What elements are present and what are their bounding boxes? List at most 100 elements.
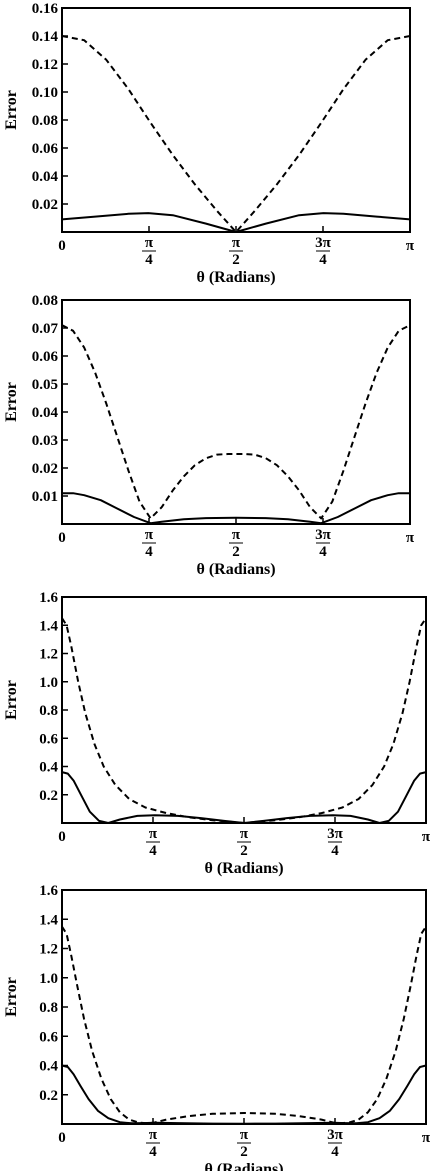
y-tick-label: 0.4 [39, 760, 58, 776]
x-tick-numerator: 3π [315, 235, 332, 251]
series-dashed-line [61, 926, 427, 1125]
plot-frame [61, 596, 427, 824]
x-tick-label: π [406, 530, 415, 546]
plot-frame [61, 7, 411, 233]
x-tick-numerator: 3π [327, 1127, 344, 1143]
x-tick-label: π4 [146, 826, 161, 859]
y-tick-label: 0.08 [32, 113, 58, 129]
y-tick-label: 0.6 [39, 1029, 58, 1045]
x-tick-label: 0 [58, 829, 66, 845]
x-tick-numerator: 3π [315, 527, 332, 543]
chart-panel-1: 0.020.040.060.080.100.120.140.160 π4π23π4… [3, 1, 415, 286]
x-tick-denominator: 4 [149, 1144, 157, 1160]
x-tick-denominator: 2 [232, 252, 240, 268]
x-tick-denominator: 4 [331, 843, 339, 859]
y-tick-label: 0.02 [32, 461, 58, 477]
y-axis-title: Error [3, 90, 20, 130]
x-tick-label: 0 [58, 530, 66, 546]
y-tick-label: 0.2 [39, 1088, 58, 1104]
y-tick-label: 1.6 [39, 883, 58, 899]
x-axis-title: θ (Radians) [204, 860, 283, 877]
svg-text:π: π [406, 530, 415, 546]
y-tick-label: 0.02 [32, 197, 58, 213]
x-tick-denominator: 4 [319, 252, 327, 268]
x-tick-numerator: π [232, 527, 241, 543]
y-tick-label: 1.0 [39, 675, 58, 691]
plot-frame [61, 889, 427, 1125]
y-tick-label: 0.05 [32, 377, 58, 393]
y-tick-label: 1.4 [39, 912, 58, 928]
x-tick-numerator: π [145, 527, 154, 543]
x-tick-label: 3π4 [315, 527, 332, 560]
x-tick-numerator: π [240, 1127, 249, 1143]
y-tick-label: 1.4 [39, 618, 58, 634]
y-tick-label: 0.06 [32, 349, 59, 365]
x-tick-denominator: 4 [145, 544, 153, 560]
y-axis-title: Error [3, 382, 20, 422]
series-dashed-line [61, 324, 411, 520]
y-tick-label: 0.12 [32, 57, 58, 73]
y-tick-label: 0.8 [39, 703, 58, 719]
svg-text:0: 0 [58, 530, 66, 546]
y-tick-label: 0.6 [39, 731, 58, 747]
svg-text:0: 0 [58, 238, 66, 254]
x-tick-label: 3π4 [315, 235, 332, 268]
x-tick-label: π [422, 1130, 431, 1146]
x-tick-label: 3π4 [327, 1127, 344, 1160]
y-tick-label: 1.2 [39, 942, 58, 958]
chart-panel-2: 0.010.020.030.040.050.060.070.080 π4π23π4… [3, 293, 415, 578]
series-solid-line [61, 212, 411, 233]
series-solid-line [62, 492, 410, 525]
x-axis-title: θ (Radians) [196, 269, 275, 286]
x-tick-denominator: 4 [145, 252, 153, 268]
y-tick-label: 1.6 [39, 590, 58, 606]
plot-frame [61, 299, 411, 525]
y-tick-label: 0.04 [32, 169, 59, 185]
y-tick-label: 0.01 [32, 489, 58, 505]
y-tick-label: 0.8 [39, 1000, 58, 1016]
x-tick-denominator: 2 [240, 843, 248, 859]
x-tick-label: 0 [58, 238, 66, 254]
x-tick-numerator: π [149, 1127, 158, 1143]
svg-text:π: π [422, 1130, 431, 1146]
y-tick-label: 0.08 [32, 293, 58, 309]
x-tick-label: π2 [229, 527, 244, 560]
x-tick-numerator: π [232, 235, 241, 251]
x-tick-label: π2 [229, 235, 244, 268]
y-tick-label: 0.14 [32, 29, 59, 45]
x-tick-label: π2 [237, 826, 252, 859]
x-axis-title: θ (Radians) [204, 1161, 283, 1171]
x-tick-label: 3π4 [327, 826, 344, 859]
x-axis-title: θ (Radians) [196, 561, 275, 578]
svg-text:π: π [406, 238, 415, 254]
x-tick-denominator: 2 [240, 1144, 248, 1160]
x-tick-label: π4 [142, 235, 157, 268]
y-tick-label: 0.07 [32, 321, 59, 337]
y-tick-label: 0.03 [32, 433, 58, 449]
x-tick-label: π4 [146, 1127, 161, 1160]
y-tick-label: 0.4 [39, 1059, 58, 1075]
series-dashed-line [61, 617, 427, 824]
svg-text:0: 0 [58, 1130, 66, 1146]
x-tick-label: π [422, 829, 431, 845]
y-tick-label: 1.2 [39, 647, 58, 663]
x-tick-numerator: 3π [327, 826, 344, 842]
x-tick-denominator: 4 [149, 843, 157, 859]
series-solid-line [61, 771, 427, 824]
x-tick-numerator: π [240, 826, 249, 842]
series-dashed-line [61, 35, 411, 233]
y-axis-title: Error [3, 977, 20, 1017]
y-tick-label: 0.16 [32, 1, 59, 17]
y-tick-label: 0.06 [32, 141, 59, 157]
x-tick-label: π2 [237, 1127, 252, 1160]
x-tick-label: 0 [58, 1130, 66, 1146]
y-tick-label: 1.0 [39, 971, 58, 987]
y-tick-label: 0.10 [32, 85, 58, 101]
y-axis-title: Error [3, 680, 20, 720]
y-tick-label: 0.04 [32, 405, 59, 421]
x-tick-numerator: π [145, 235, 154, 251]
x-tick-denominator: 2 [232, 544, 240, 560]
